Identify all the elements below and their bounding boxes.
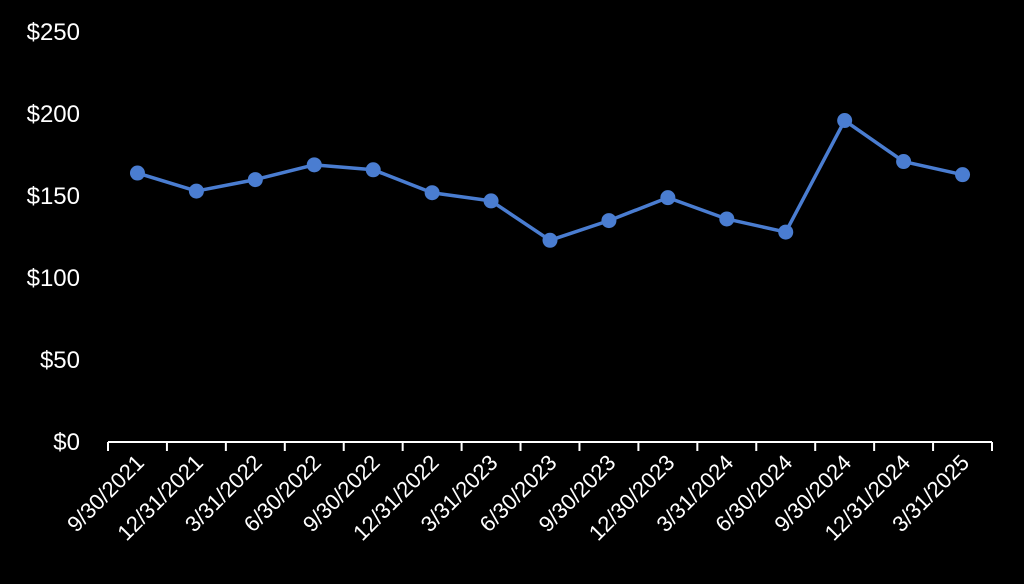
data-point [719,211,735,227]
data-point [306,157,322,173]
data-point [896,154,912,170]
y-tick-label: $100 [27,265,80,292]
data-point [365,162,381,178]
data-point [837,113,853,129]
data-point [424,185,440,201]
data-point [129,165,145,181]
y-axis-tick-labels: $0 $50 $100 $150 $200 $250 [27,19,80,456]
x-axis [107,441,993,451]
series-group [129,113,971,248]
data-point [778,224,794,240]
y-tick-label: $250 [27,19,80,46]
y-tick-label: $200 [27,101,80,128]
data-point [188,183,204,199]
data-point [955,167,971,183]
y-tick-label: $150 [27,183,80,210]
y-tick-label: $0 [53,429,80,456]
data-point [660,190,676,206]
data-point [247,172,263,188]
data-point [601,213,617,229]
y-tick-label: $50 [40,347,80,374]
data-point [483,193,499,209]
data-point [542,232,558,248]
